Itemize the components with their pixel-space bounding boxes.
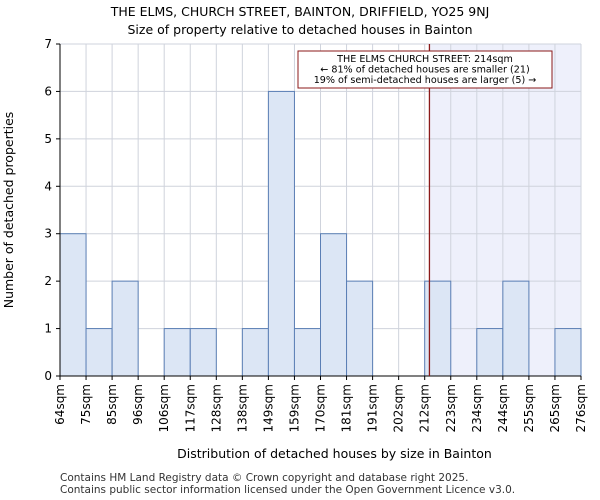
annotation-line: 19% of semi-detached houses are larger (…	[314, 75, 537, 86]
bar	[267, 90, 295, 377]
bar	[189, 328, 217, 377]
annotation-line: ← 81% of detached houses are smaller (21…	[320, 65, 529, 76]
x-tick-label: 255sqm	[522, 384, 536, 432]
bar	[554, 328, 582, 377]
x-tick-label: 276sqm	[574, 384, 588, 432]
x-tick-label: 159sqm	[287, 384, 301, 432]
bar	[476, 328, 504, 377]
x-tick-label: 265sqm	[548, 384, 562, 432]
footer-line-1: Contains HM Land Registry data © Crown c…	[60, 472, 469, 484]
bar	[163, 328, 191, 377]
bar	[502, 280, 530, 377]
bar	[320, 233, 348, 377]
x-tick-label: 85sqm	[105, 384, 119, 425]
bar	[293, 328, 322, 377]
y-tick-label: 6	[44, 84, 52, 98]
annotation-line: THE ELMS CHURCH STREET: 214sqm	[336, 54, 513, 65]
y-tick-label: 5	[44, 132, 52, 146]
chart-title: THE ELMS, CHURCH STREET, BAINTON, DRIFFI…	[110, 4, 490, 19]
x-tick-label: 234sqm	[470, 384, 484, 432]
footer-line-2: Contains public sector information licen…	[60, 484, 516, 496]
x-tick-label: 181sqm	[340, 384, 354, 432]
bar	[346, 280, 374, 377]
x-tick-label: 149sqm	[261, 384, 275, 432]
x-tick-label: 170sqm	[314, 384, 328, 432]
x-tick-label: 96sqm	[131, 384, 145, 425]
y-tick-label: 1	[44, 322, 52, 336]
x-tick-label: 106sqm	[157, 384, 171, 432]
annotation-box	[297, 50, 553, 89]
y-tick-label: 4	[44, 179, 52, 193]
x-tick-label: 128sqm	[209, 384, 223, 432]
x-tick-label: 212sqm	[418, 384, 432, 432]
y-tick-label: 3	[44, 227, 52, 241]
x-tick-label: 244sqm	[496, 384, 510, 432]
y-tick-label: 0	[44, 369, 52, 383]
bar	[241, 328, 269, 377]
bar	[111, 280, 139, 377]
x-tick-label: 75sqm	[79, 384, 93, 425]
bar	[85, 328, 113, 377]
x-tick-label: 202sqm	[392, 384, 406, 432]
x-tick-label: 138sqm	[235, 384, 249, 432]
chart-subtitle: Size of property relative to detached ho…	[127, 22, 473, 37]
x-tick-label: 117sqm	[183, 384, 197, 432]
bar	[59, 233, 87, 377]
x-tick-label: 191sqm	[366, 384, 380, 432]
bar	[424, 280, 452, 377]
y-tick-label: 2	[44, 274, 52, 288]
y-axis-label: Number of detached properties	[1, 112, 16, 309]
x-tick-label: 64sqm	[53, 384, 67, 425]
y-tick-label: 7	[44, 37, 52, 51]
x-axis-label: Distribution of detached houses by size …	[177, 446, 492, 461]
x-tick-label: 223sqm	[444, 384, 458, 432]
